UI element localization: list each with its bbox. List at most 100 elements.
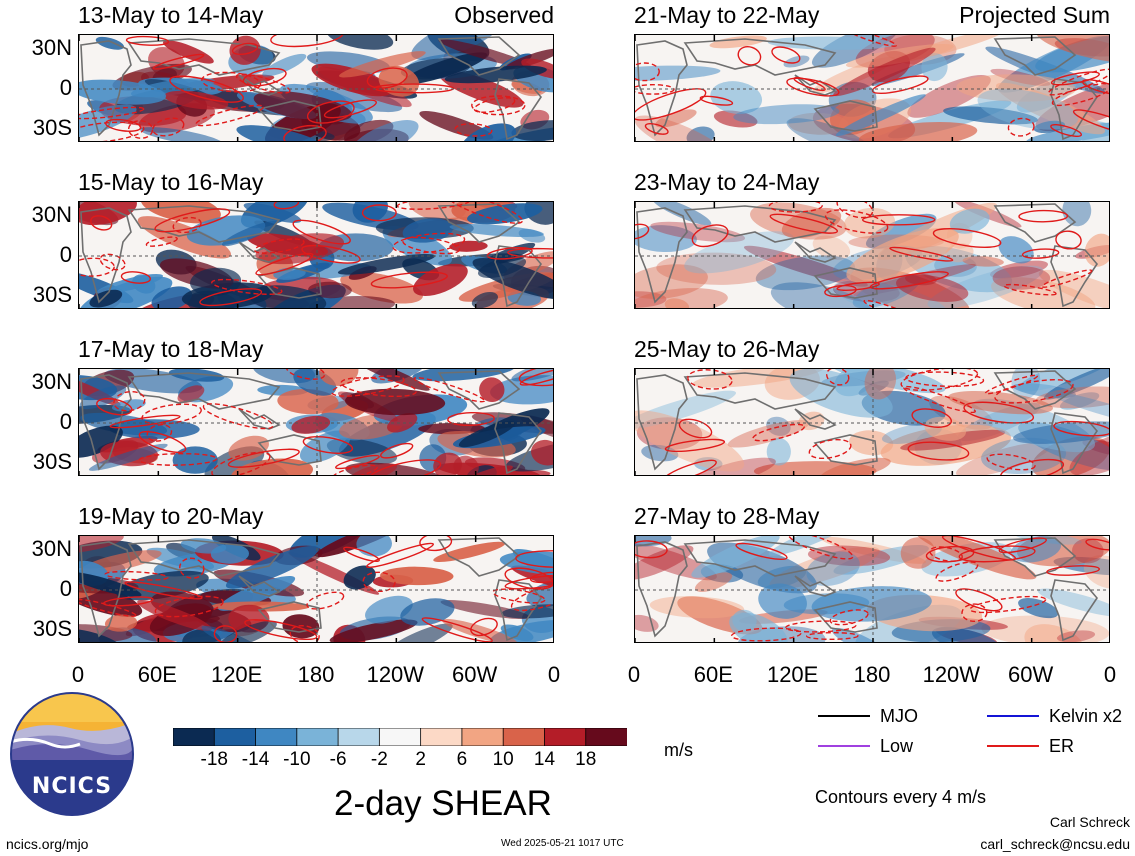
shear-anomaly-patch [433, 541, 506, 562]
shear-field [79, 35, 553, 141]
er-contour [1007, 117, 1035, 137]
er-contour [331, 375, 405, 397]
er-contour [152, 53, 205, 70]
shear-field [79, 536, 553, 642]
map-panel [634, 34, 1110, 142]
panel-date-title: 21-May to 22-May [634, 2, 820, 28]
shear-anomaly-patch [531, 439, 553, 466]
er-contour [932, 228, 1002, 248]
shear-anomaly-patch [1069, 429, 1109, 475]
shear-anomaly-patch [97, 273, 163, 295]
shear-anomaly-patch [326, 35, 394, 50]
continent-outline [1050, 579, 1099, 642]
er-contour [454, 123, 493, 137]
er-contour [154, 595, 224, 618]
lon-label: 0 [547, 662, 561, 687]
map-panel [634, 201, 1110, 309]
er-contour [334, 454, 380, 470]
shear-anomaly-patch [991, 277, 1096, 308]
lat-label: 30S [32, 616, 72, 641]
shear-anomaly-patch [79, 79, 167, 105]
footer-url[interactable]: ncics.org/mjo [6, 836, 89, 852]
colorbar-swatch [337, 727, 381, 747]
er-contour [752, 423, 805, 442]
er-contour [771, 46, 801, 64]
shear-anomaly-patch [686, 457, 776, 475]
er-contour [1021, 248, 1060, 259]
er-contour [289, 625, 320, 642]
shear-anomaly-patch [248, 285, 327, 308]
shear-anomaly-patch [831, 627, 888, 642]
legend-line [987, 745, 1039, 747]
er-contour [283, 124, 327, 141]
shear-anomaly-patch [1024, 624, 1085, 642]
er-contour [99, 253, 126, 271]
shear-anomaly-patch [291, 415, 331, 434]
shear-field [635, 536, 1109, 642]
continent-outline [636, 374, 688, 471]
colorbar-swatch [544, 727, 587, 747]
shear-anomaly-patch [635, 288, 728, 308]
colorbar-tick-label: 6 [456, 749, 468, 770]
shear-anomaly-patch [351, 120, 419, 141]
er-contour [1072, 109, 1109, 136]
er-contour [986, 453, 1036, 471]
lon-label: 120W [922, 662, 981, 687]
shear-anomaly-patch [190, 267, 242, 297]
shear-anomaly-patch [139, 127, 223, 141]
shear-anomaly-patch [684, 231, 794, 274]
lon-label: 180 [853, 662, 891, 687]
continent-outline [993, 537, 1077, 577]
colorbar-tick-label: -18 [200, 749, 228, 770]
map-panel [634, 368, 1110, 476]
shear-anomaly-patch [387, 413, 418, 433]
shear-anomaly-patch [733, 104, 840, 125]
shear-anomaly-patch [649, 596, 745, 619]
colorbar [172, 727, 628, 747]
er-contour [635, 540, 668, 559]
er-contour [998, 537, 1047, 554]
shear-anomaly-patch [1018, 598, 1059, 619]
shear-anomaly-patch [992, 266, 1051, 290]
colorbar-tick-label: -2 [370, 749, 388, 770]
er-contour [302, 436, 354, 454]
continent-outline [683, 539, 837, 577]
shear-anomaly-patch [343, 565, 376, 590]
shear-anomaly-patch [921, 53, 948, 82]
continent-outline [794, 575, 837, 597]
shear-anomaly-patch [732, 609, 757, 632]
er-contour [332, 464, 378, 475]
lon-label: 60W [1008, 662, 1054, 687]
shear-anomaly-patch [337, 253, 436, 275]
continent-outline [437, 203, 521, 243]
er-contour [862, 214, 936, 226]
ncics-logo: NCICS [10, 692, 134, 816]
er-contour [504, 574, 553, 590]
continent-outline [813, 267, 878, 299]
shear-anomaly-patch [828, 369, 946, 394]
er-contour [471, 95, 526, 116]
colorbar-tick-label: 2 [415, 749, 426, 770]
shear-anomaly-patch [981, 615, 1109, 642]
shear-anomaly-patch [79, 576, 143, 617]
colorbar-tick-label: -14 [241, 749, 270, 770]
er-contour [863, 299, 913, 308]
shear-anomaly-patch [467, 203, 543, 225]
er-contour [211, 278, 283, 295]
er-contour [786, 77, 840, 97]
lon-label: 120E [766, 662, 819, 687]
er-contour [829, 609, 869, 626]
shear-field [635, 202, 1109, 308]
shear-anomaly-patch [770, 282, 875, 308]
er-contour [154, 208, 231, 233]
shear-anomaly-patch [168, 369, 225, 382]
er-contour [635, 62, 660, 82]
shear-anomaly-patch [221, 220, 278, 247]
footer-email[interactable]: carl_schreck@ncsu.edu [980, 836, 1130, 852]
continent-outline [257, 601, 322, 633]
colorbar-tick-label: 18 [575, 749, 597, 770]
continent-outline [993, 36, 1077, 76]
er-contour [361, 204, 397, 222]
shear-anomaly-patch [962, 256, 1004, 267]
shear-anomaly-patch [400, 58, 471, 80]
